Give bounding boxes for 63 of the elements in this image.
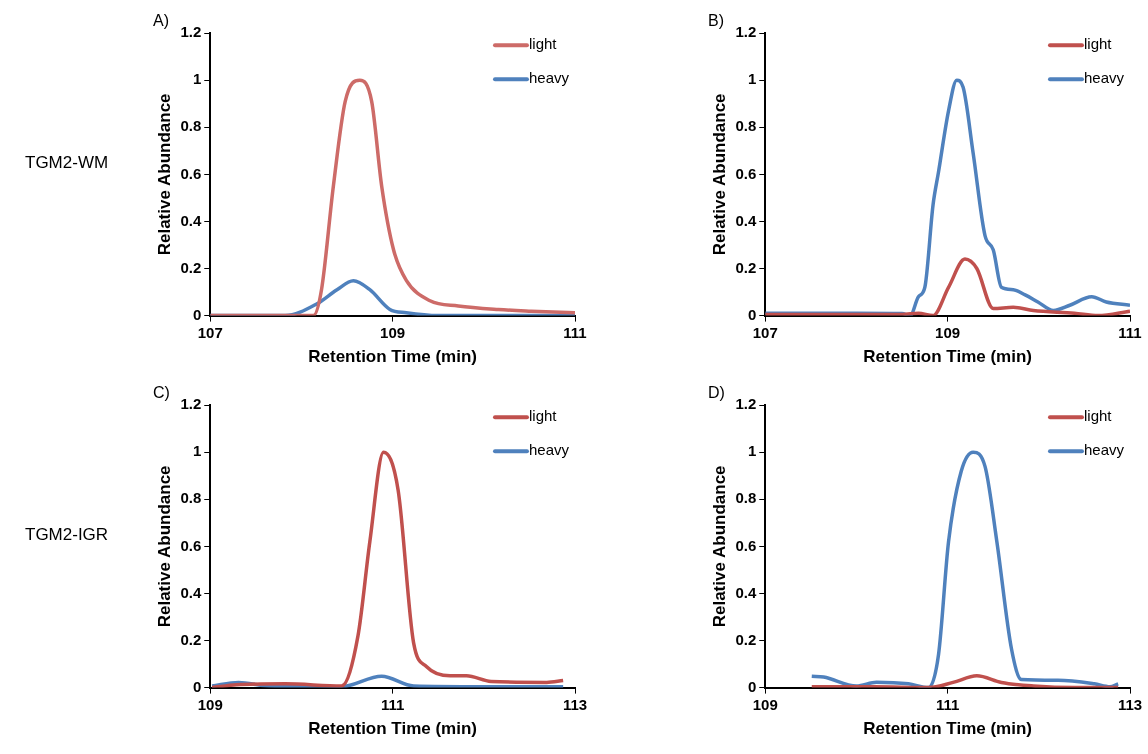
y-tick-label: 0.4 (735, 211, 757, 229)
y-tick-label: 0.2 (180, 258, 202, 276)
legend-label: heavy (1083, 441, 1125, 459)
x-tick-label: 107 (752, 323, 778, 341)
x-tick-label: 111 (380, 695, 405, 713)
x-tick-label: 109 (935, 323, 961, 341)
legend-label: heavy (1083, 69, 1125, 87)
x-axis-title: Retention Time (min) (863, 347, 1032, 367)
y-tick-label: 0.8 (180, 117, 202, 135)
y-tick-label: 0.2 (180, 630, 202, 648)
y-axis-title: Relative Abundance (154, 465, 174, 628)
y-tick-label: 1 (192, 442, 202, 460)
y-tick-label: 0.8 (735, 489, 757, 507)
y-tick-label: 0 (192, 305, 202, 323)
text: TGM2-IGR (25, 525, 109, 545)
chart-title: D) (708, 384, 725, 402)
y-tick-label: 0.6 (180, 164, 202, 182)
y-tick-label: 0.4 (735, 583, 757, 601)
y-tick-label: 0 (747, 305, 757, 323)
legend-label: heavy (528, 69, 570, 87)
chart-title: A) (153, 12, 169, 30)
y-tick-label: 1 (747, 442, 757, 460)
x-tick-label: 109 (197, 695, 223, 713)
x-axis-title: Retention Time (min) (863, 719, 1032, 739)
y-tick-label: 0 (192, 677, 202, 695)
y-tick-label: 1.2 (180, 23, 202, 41)
y-tick-label: 0.2 (735, 630, 757, 648)
x-tick-label: 111 (935, 695, 960, 713)
y-tick-label: 0.2 (735, 258, 757, 276)
legend-label: light (1083, 35, 1113, 53)
y-tick-label: 1 (747, 70, 757, 88)
chart-title: B) (708, 12, 724, 30)
line-series (810, 674, 1120, 688)
x-tick-label: 111 (1118, 323, 1142, 341)
y-tick-label: 0.6 (735, 164, 757, 182)
legend-label: heavy (528, 441, 570, 459)
text: TGM2-WM (25, 153, 109, 173)
y-tick-label: 1.2 (180, 395, 202, 413)
legend-label: light (1083, 407, 1113, 425)
y-tick-label: 0 (747, 677, 757, 695)
y-tick-label: 0.8 (735, 117, 757, 135)
y-tick-label: 0.4 (180, 211, 202, 229)
y-axis-title: Relative Abundance (709, 93, 729, 256)
y-axis-title: Relative Abundance (154, 93, 174, 256)
x-tick-label: 113 (562, 695, 588, 713)
y-tick-label: 1.2 (735, 395, 757, 413)
y-tick-label: 0.6 (735, 536, 757, 554)
legend-label: light (528, 35, 558, 53)
y-tick-label: 1 (192, 70, 202, 88)
y-axis-title: Relative Abundance (709, 465, 729, 628)
x-tick-label: 109 (380, 323, 406, 341)
y-tick-label: 1.2 (735, 23, 757, 41)
legend-label: light (528, 407, 558, 425)
x-axis-title: Retention Time (min) (308, 719, 477, 739)
x-tick-label: 111 (563, 323, 587, 341)
x-tick-label: 109 (752, 695, 778, 713)
y-tick-label: 0.4 (180, 583, 202, 601)
chart-title: C) (153, 384, 170, 402)
x-tick-label: 107 (197, 323, 223, 341)
y-tick-label: 0.6 (180, 536, 202, 554)
x-tick-label: 113 (1117, 695, 1143, 713)
x-axis-title: Retention Time (min) (308, 347, 477, 367)
y-tick-label: 0.8 (180, 489, 202, 507)
